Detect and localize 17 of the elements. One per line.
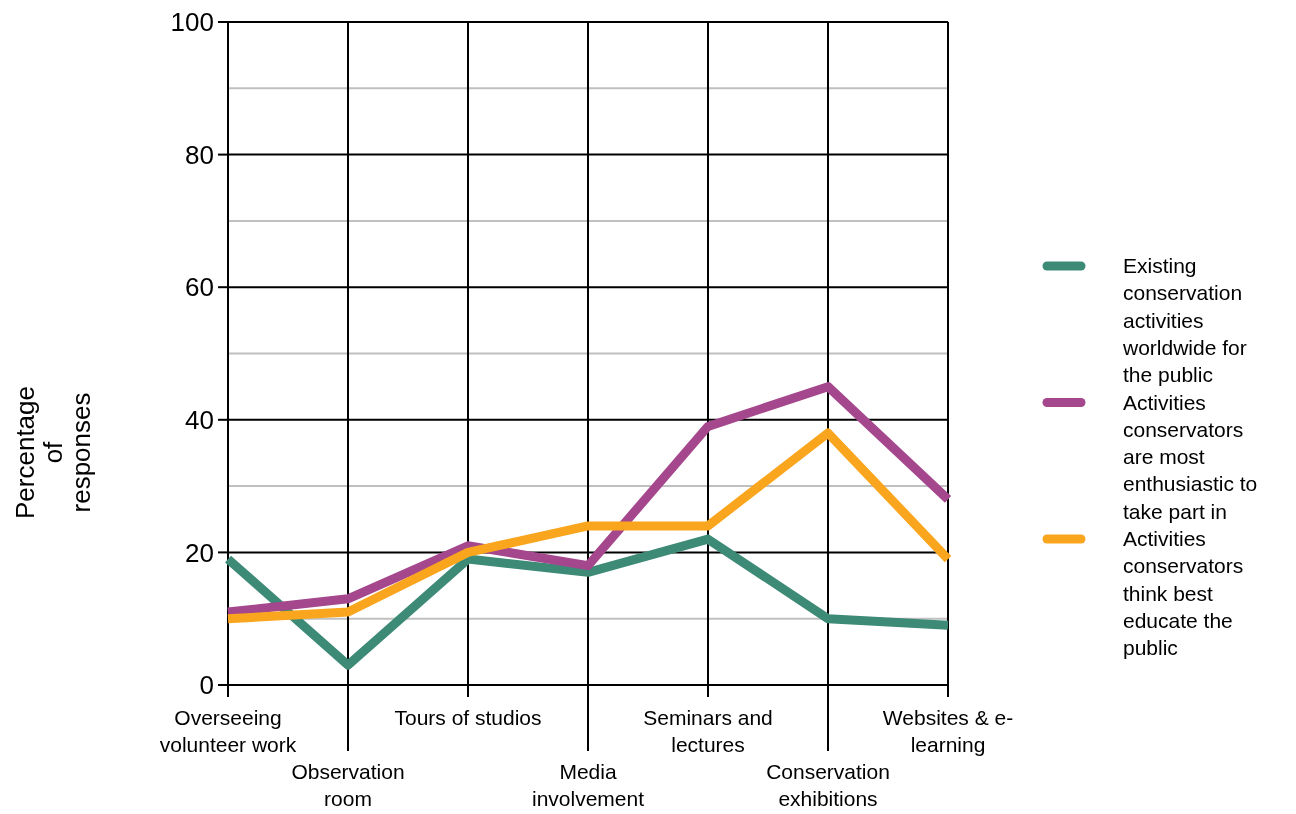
y-axis-title: Percentage of responses — [10, 386, 96, 519]
x-tick-label: Media involvement — [531, 760, 645, 810]
x-tick-label: Observation room — [291, 760, 405, 810]
x-tick-label: Websites & e-learning — [882, 706, 1014, 756]
y-tick-label: 20 — [185, 537, 214, 568]
y-tick-label: 80 — [185, 139, 214, 170]
y-tick-label: 100 — [170, 7, 214, 38]
y-tick-label: 40 — [185, 404, 214, 435]
legend-label: Activities conservators are most enthusiastic to take part in — [1123, 390, 1258, 523]
legend-label: Existing conservation activities worldwide for the public — [1122, 254, 1247, 387]
x-tick-label: Seminars and lectures — [643, 706, 773, 756]
x-tick-label: Conservation exhibitions — [766, 760, 890, 810]
y-tick-label: 60 — [185, 272, 214, 303]
x-tick-label: Overseeing volunteer work — [159, 706, 297, 756]
legend-label: Activities conservators think best educate the public — [1123, 527, 1244, 660]
x-tick-label: Tours of studios — [394, 706, 542, 729]
y-tick-label: 0 — [199, 670, 214, 701]
